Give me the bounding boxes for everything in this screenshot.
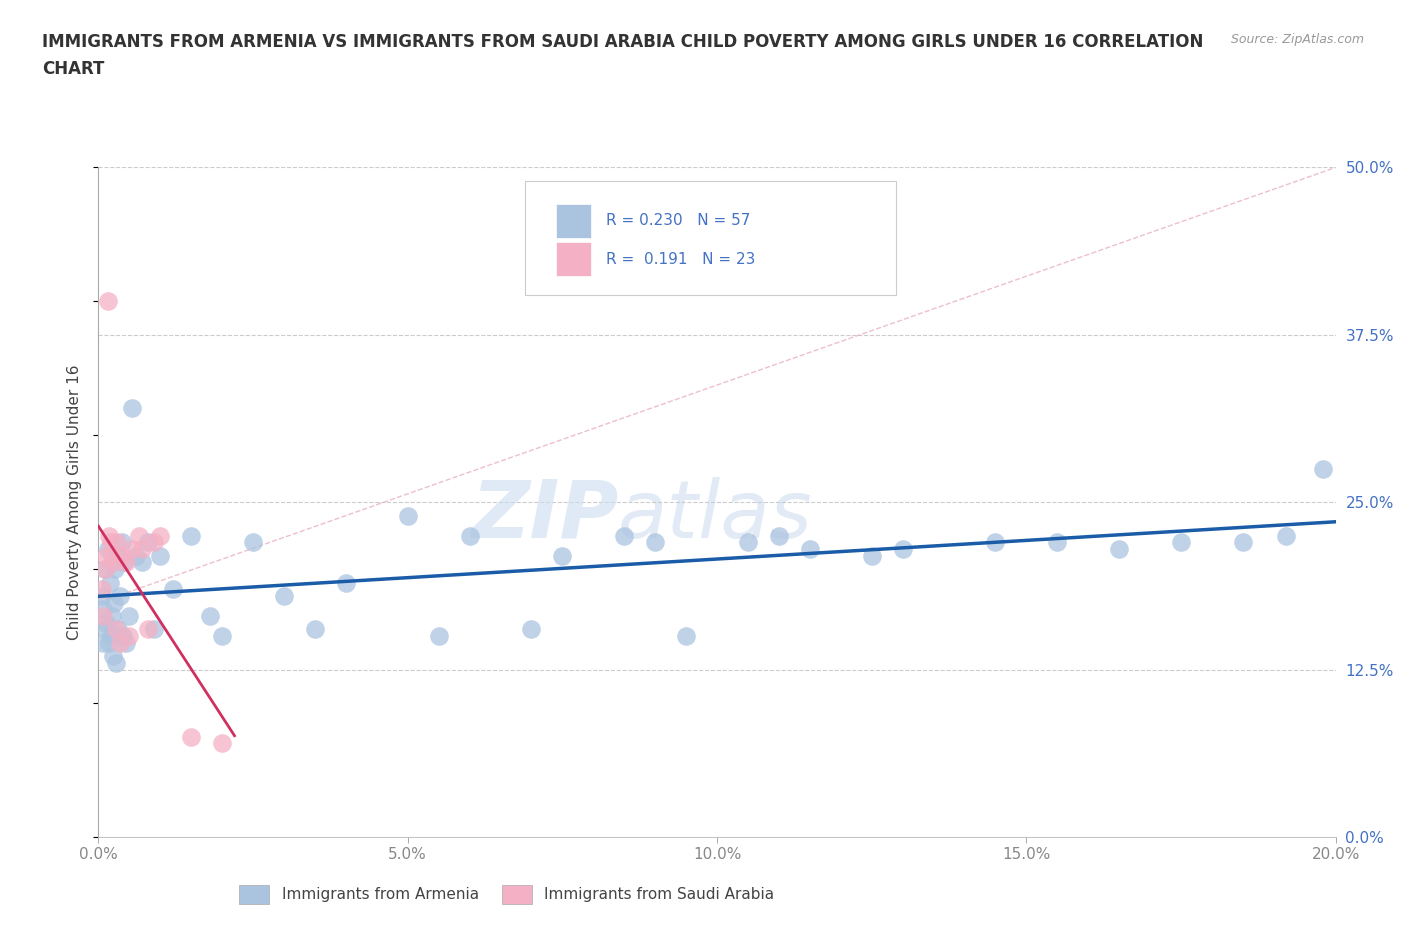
Point	[551, 549, 574, 564]
Point	[107, 622, 129, 637]
Point	[98, 575, 121, 590]
Point	[1108, 541, 1130, 556]
Point	[115, 555, 138, 570]
Y-axis label: Child Poverty Among Girls Under 16: Child Poverty Among Girls Under 16	[67, 365, 83, 640]
Text: atlas: atlas	[619, 476, 813, 554]
Point	[100, 629, 122, 644]
Point	[136, 622, 159, 637]
Point	[97, 541, 120, 556]
Point	[100, 535, 122, 550]
Point	[103, 555, 125, 570]
Point	[520, 622, 543, 637]
Point	[458, 528, 481, 543]
Point	[90, 589, 112, 604]
Point	[96, 622, 118, 637]
Point	[984, 535, 1007, 550]
Point	[180, 528, 202, 543]
Point	[118, 629, 141, 644]
Legend: Immigrants from Armenia, Immigrants from Saudi Arabia: Immigrants from Armenia, Immigrants from…	[233, 879, 780, 910]
Point	[644, 535, 666, 550]
Point	[94, 549, 117, 564]
Point	[613, 528, 636, 543]
Point	[1275, 528, 1298, 543]
Point	[304, 622, 326, 637]
Bar	[557, 243, 591, 276]
Point	[149, 528, 172, 543]
Text: ZIP: ZIP	[471, 476, 619, 554]
Text: R = 0.230   N = 57: R = 0.230 N = 57	[606, 214, 749, 229]
Point	[143, 535, 166, 550]
Point	[105, 549, 128, 564]
Point	[198, 608, 221, 623]
Point	[104, 562, 127, 577]
Bar	[557, 205, 591, 238]
Point	[91, 602, 114, 617]
Point	[149, 549, 172, 564]
Point	[111, 535, 134, 550]
Point	[180, 729, 202, 744]
Point	[124, 549, 146, 564]
Point	[860, 549, 883, 564]
Point	[273, 589, 295, 604]
Point	[799, 541, 821, 556]
Point	[1170, 535, 1192, 550]
Point	[112, 629, 135, 644]
Point	[768, 528, 790, 543]
Point	[136, 535, 159, 550]
Point	[97, 528, 120, 543]
Text: CHART: CHART	[42, 60, 104, 78]
Point	[97, 635, 120, 650]
Point	[211, 629, 233, 644]
Point	[121, 541, 143, 556]
Point	[103, 595, 125, 610]
Point	[891, 541, 914, 556]
Point	[242, 535, 264, 550]
Point	[162, 582, 184, 597]
Point	[335, 575, 357, 590]
Point	[97, 294, 120, 309]
Point	[108, 589, 131, 604]
Point	[90, 582, 112, 597]
Point	[1046, 535, 1069, 550]
Point	[112, 555, 135, 570]
Point	[128, 528, 150, 543]
Point	[131, 541, 153, 556]
Text: Source: ZipAtlas.com: Source: ZipAtlas.com	[1230, 33, 1364, 46]
Point	[1232, 535, 1254, 550]
Point	[93, 635, 115, 650]
Point	[675, 629, 697, 644]
Text: IMMIGRANTS FROM ARMENIA VS IMMIGRANTS FROM SAUDI ARABIA CHILD POVERTY AMONG GIRL: IMMIGRANTS FROM ARMENIA VS IMMIGRANTS FR…	[42, 33, 1204, 50]
Point	[101, 549, 124, 564]
Point	[105, 535, 128, 550]
Point	[115, 635, 138, 650]
Point	[91, 608, 114, 623]
Point	[118, 608, 141, 623]
Point	[101, 649, 124, 664]
Point	[121, 401, 143, 416]
Point	[737, 535, 759, 550]
Point	[101, 608, 124, 623]
Point	[427, 629, 450, 644]
Point	[108, 635, 131, 650]
Point	[104, 656, 127, 671]
Point	[143, 622, 166, 637]
Point	[396, 508, 419, 523]
Point	[211, 736, 233, 751]
FancyBboxPatch shape	[526, 180, 897, 295]
Point	[93, 562, 115, 577]
Point	[1312, 461, 1334, 476]
Text: R =  0.191   N = 23: R = 0.191 N = 23	[606, 252, 755, 267]
Point	[131, 555, 153, 570]
Point	[112, 549, 135, 564]
Point	[94, 616, 117, 631]
Point	[104, 622, 127, 637]
Point	[93, 562, 115, 577]
